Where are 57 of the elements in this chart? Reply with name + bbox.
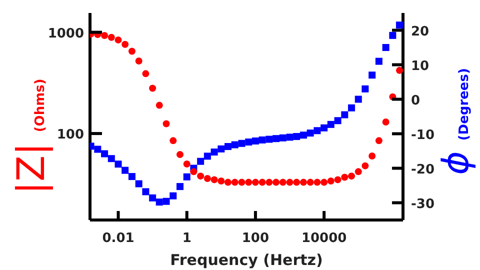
x-tick-label: 1 [182, 231, 192, 246]
point [300, 178, 307, 186]
point [279, 178, 286, 186]
point [396, 66, 403, 74]
point [224, 178, 232, 186]
point [122, 40, 129, 48]
point [327, 177, 334, 184]
x-tick-label: 100 [242, 231, 270, 246]
point [210, 176, 218, 184]
point [375, 137, 382, 144]
x-tick-label: 0.01 [102, 231, 134, 246]
x-axis-title: Frequency (Hertz) [170, 251, 323, 269]
point [197, 172, 204, 180]
point [252, 178, 259, 186]
point [135, 58, 142, 65]
point [204, 174, 211, 182]
y2-axis-title: ϕ (Degrees) [436, 68, 477, 175]
y2-tick-label: -10 [411, 128, 434, 143]
point [183, 160, 190, 168]
point [266, 178, 273, 186]
point [382, 118, 390, 126]
point [314, 178, 321, 186]
y2-tick-label: 20 [411, 24, 430, 40]
point [114, 36, 122, 44]
x-tick-label: 10000 [301, 231, 347, 246]
y-tick-label: 1000 [48, 26, 84, 42]
y2-tick-label: -30 [411, 196, 434, 212]
point [176, 151, 184, 158]
y2-tick-label: 10 [411, 58, 430, 74]
point [348, 172, 356, 180]
point [368, 152, 376, 160]
point [334, 176, 342, 184]
point [293, 178, 300, 186]
y2-tick-label: 0 [411, 93, 420, 108]
point [101, 32, 108, 39]
point [156, 102, 163, 109]
point [362, 162, 369, 170]
point [170, 137, 177, 144]
point [162, 120, 170, 128]
point [286, 178, 294, 186]
point [142, 70, 150, 78]
point [190, 168, 198, 176]
point [238, 178, 246, 186]
y-axis-title: |Z| (Ohms) [9, 78, 53, 194]
y2-tick-label: -20 [411, 162, 434, 178]
point [149, 84, 156, 92]
point [272, 178, 280, 186]
point [245, 178, 252, 186]
point [341, 174, 348, 181]
point [108, 34, 115, 41]
point [354, 168, 362, 176]
point [306, 178, 314, 186]
point [320, 178, 328, 186]
point [128, 48, 136, 55]
point [258, 178, 266, 186]
point [231, 178, 238, 186]
point [218, 177, 225, 184]
